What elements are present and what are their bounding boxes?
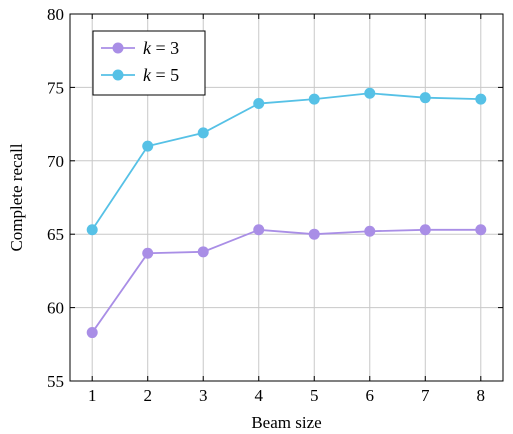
y-axis-label: Complete recall [7, 143, 26, 251]
series-line [91, 92, 481, 231]
legend-box [92, 30, 206, 96]
legend-entry: k = 3 [101, 38, 179, 58]
legend-label-variable: k [143, 65, 152, 85]
legend-marker [112, 42, 124, 54]
y-tick-label: 80 [47, 5, 64, 24]
legend-label: k = 5 [143, 65, 179, 85]
data-point [86, 224, 98, 236]
data-point [197, 246, 209, 258]
data-point [142, 140, 154, 152]
data-point [308, 228, 320, 240]
data-point [419, 224, 431, 236]
data-point [308, 93, 320, 105]
data-point [364, 225, 376, 237]
legend-label-value: 5 [170, 65, 179, 85]
legend-label-variable: k [143, 38, 152, 58]
y-tick-label: 65 [47, 225, 64, 244]
x-tick-label: 8 [477, 386, 486, 405]
legend: k = 3 k = 5 [92, 30, 206, 96]
legend-entry: k = 5 [101, 65, 179, 85]
data-point [475, 224, 487, 236]
data-point [253, 224, 265, 236]
series-layer [86, 87, 487, 339]
data-point [86, 327, 98, 339]
series-k-3 [86, 224, 487, 339]
data-point [142, 247, 154, 259]
data-point [197, 127, 209, 139]
x-tick-label: 4 [254, 386, 263, 405]
y-tick-label: 55 [47, 372, 64, 391]
x-axis-label: Beam size [251, 413, 321, 432]
y-tick-label: 70 [47, 152, 64, 171]
x-tick-label: 3 [199, 386, 208, 405]
plot-frame [69, 13, 504, 382]
data-point [419, 92, 431, 104]
legend-marker [112, 69, 124, 81]
series-k-5 [86, 87, 487, 236]
legend-label-value: 3 [170, 38, 179, 58]
series-line [91, 228, 481, 334]
ticks: 1 2 3 4 5 6 7 8 55 60 65 70 75 80 [47, 5, 503, 405]
x-tick-label: 5 [310, 386, 319, 405]
x-tick-label: 6 [366, 386, 375, 405]
y-tick-label: 75 [47, 78, 64, 97]
data-point [475, 93, 487, 105]
y-tick-label: 60 [47, 299, 64, 318]
data-point [364, 87, 376, 99]
x-tick-label: 2 [143, 386, 152, 405]
data-point [253, 98, 265, 110]
x-tick-label: 7 [421, 386, 430, 405]
x-tick-label: 1 [88, 386, 97, 405]
legend-label: k = 3 [143, 38, 179, 58]
